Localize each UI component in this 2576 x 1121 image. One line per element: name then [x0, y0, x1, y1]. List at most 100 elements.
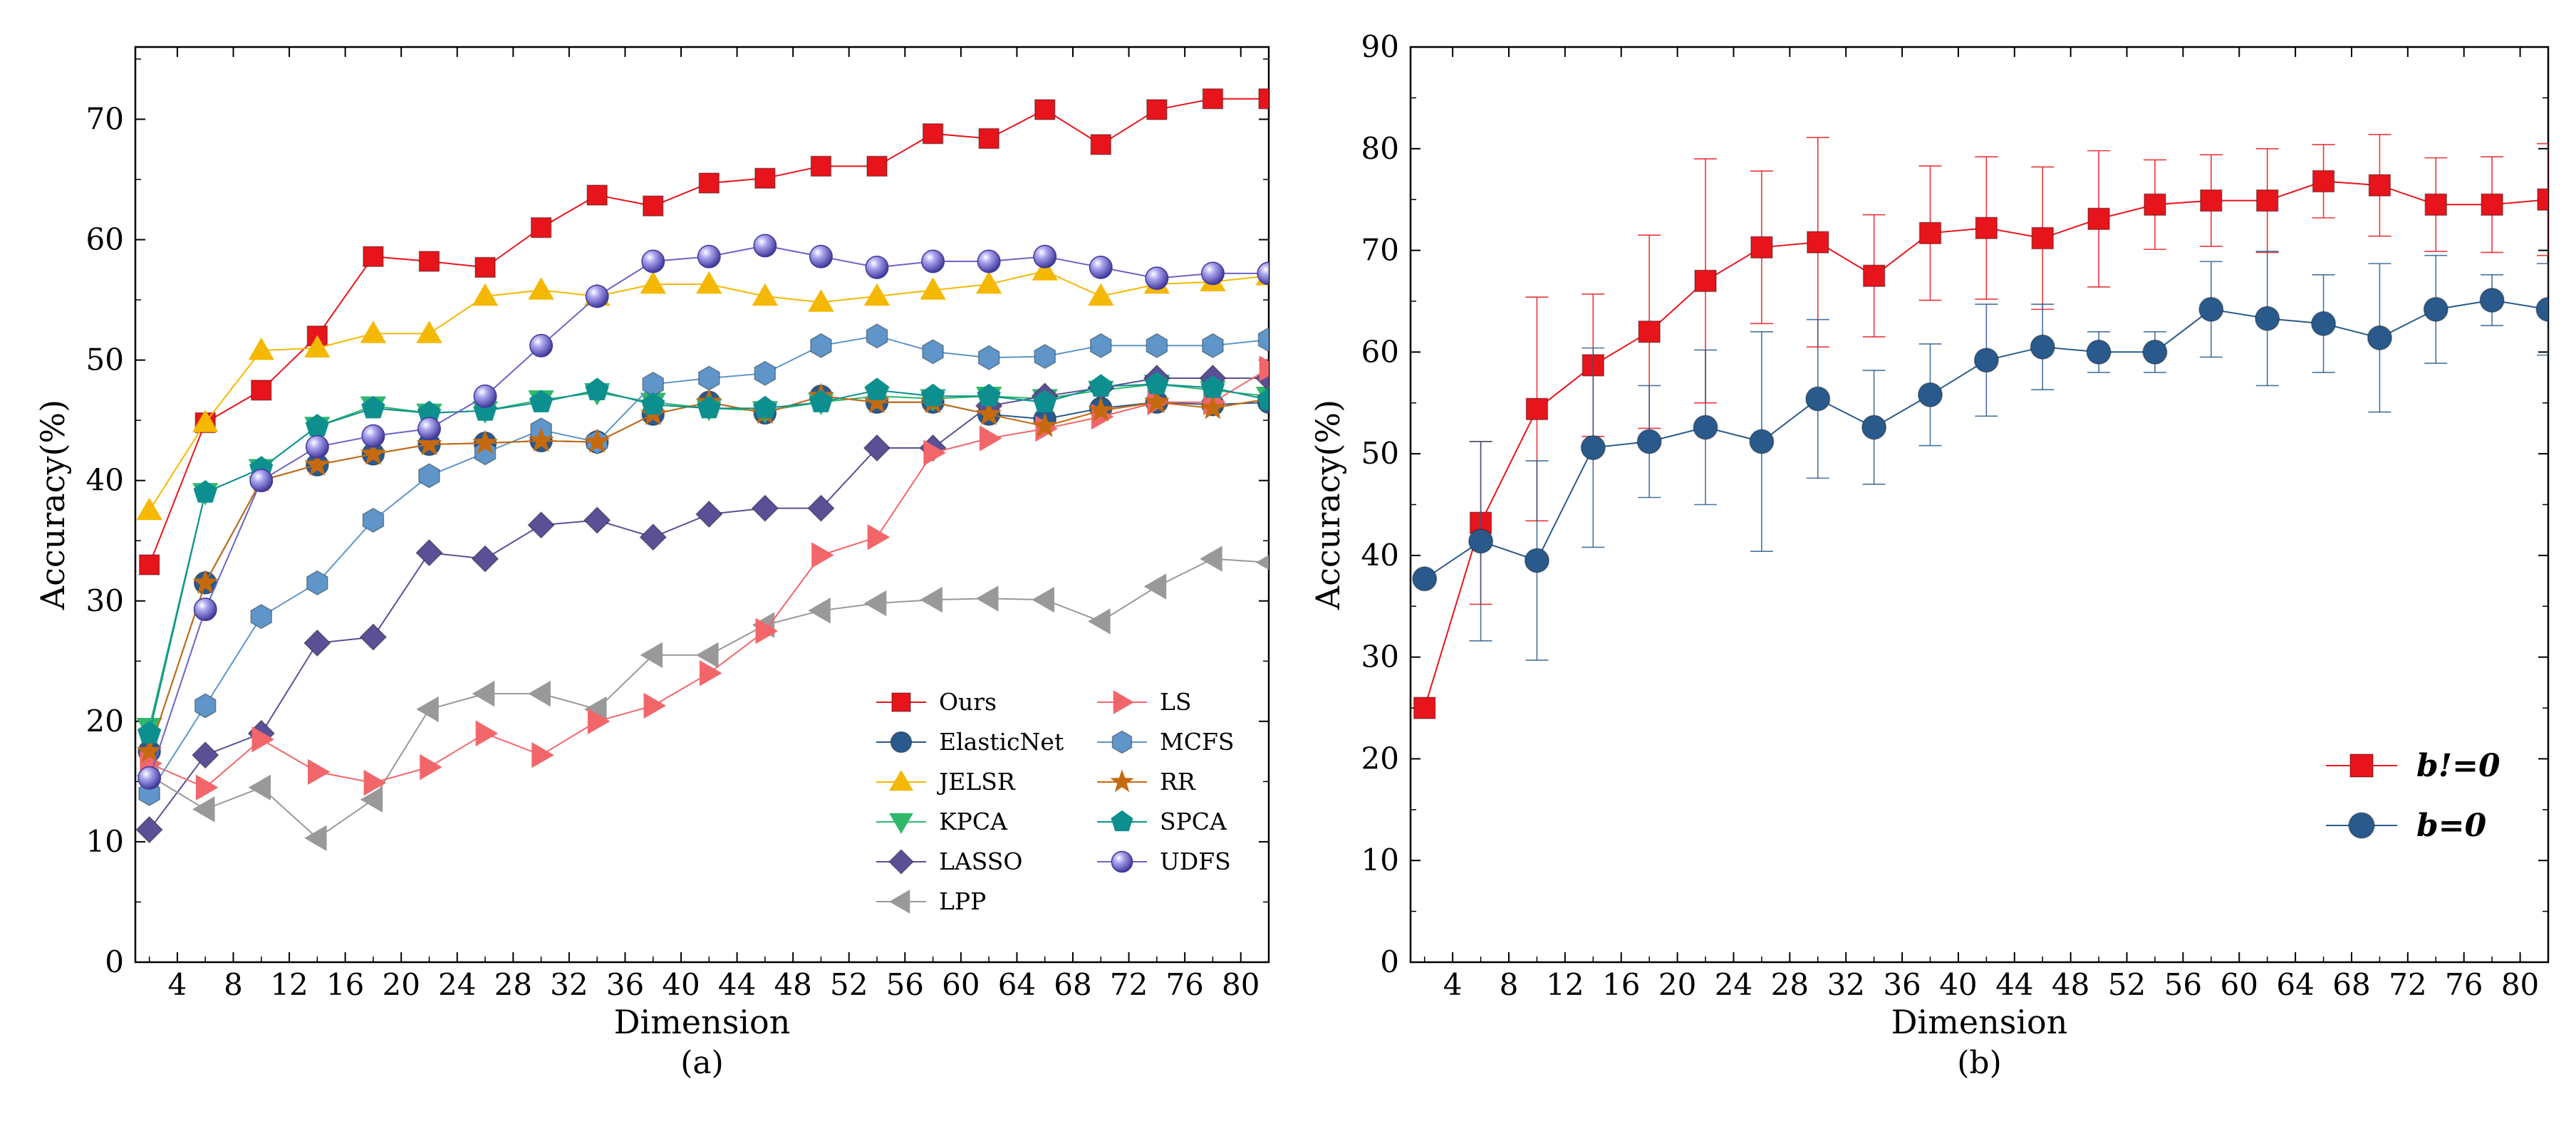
data-point	[360, 440, 386, 465]
data-point	[531, 742, 554, 768]
data-point	[1636, 429, 1662, 454]
data-point	[585, 377, 609, 400]
data-point	[420, 754, 442, 781]
data-point	[695, 500, 723, 528]
data-point	[867, 524, 890, 551]
x-tick-label: 40	[662, 967, 700, 1002]
y-tick-label: 10	[1361, 843, 1399, 877]
data-point	[921, 249, 945, 273]
x-tick-label: 64	[2276, 967, 2314, 1002]
data-point	[303, 629, 331, 657]
y-tick-label: 0	[105, 944, 124, 979]
data-point	[2537, 188, 2548, 211]
data-point	[754, 167, 776, 189]
data-point	[1258, 88, 1269, 110]
data-point	[2144, 193, 2166, 217]
data-point	[304, 335, 331, 358]
data-point	[808, 598, 831, 624]
data-point	[529, 333, 554, 358]
data-point	[1143, 388, 1170, 414]
legend-marker	[1111, 730, 1133, 754]
data-point	[922, 122, 944, 145]
data-point	[359, 623, 388, 651]
data-point	[863, 283, 890, 306]
data-point	[2479, 287, 2505, 313]
data-point	[473, 384, 497, 408]
data-point	[1033, 390, 1057, 412]
data-point	[2087, 207, 2110, 231]
data-point	[586, 184, 608, 206]
y-tick-label: 60	[1361, 334, 1399, 369]
legend-marker	[889, 770, 913, 791]
data-point	[751, 494, 779, 522]
data-point	[976, 400, 1002, 425]
data-point	[1146, 333, 1168, 358]
data-point	[193, 598, 217, 622]
data-point	[418, 463, 440, 489]
data-point	[250, 604, 273, 630]
data-point	[2200, 189, 2223, 212]
legend: Ours ElasticNet JELSR KPCA LASSO LPP LS MCFS RR S…	[876, 688, 1235, 915]
legend-marker	[889, 890, 910, 914]
legend-marker	[890, 731, 913, 754]
data-point	[1257, 387, 1269, 410]
data-point	[1975, 217, 1998, 239]
data-point	[138, 554, 160, 575]
data-point	[1200, 375, 1225, 398]
data-point	[584, 696, 607, 723]
data-point	[1145, 266, 1169, 291]
data-point	[2198, 296, 2224, 322]
x-tick-label: 32	[550, 967, 588, 1002]
data-point	[191, 741, 219, 769]
data-point	[1259, 355, 1269, 382]
data-point	[472, 283, 499, 306]
data-point	[2481, 193, 2503, 217]
data-point	[1918, 221, 1942, 245]
data-point	[643, 692, 666, 719]
x-tick-label: 56	[2164, 967, 2202, 1002]
x-tick-label: 8	[1500, 967, 1519, 1002]
x-tick-label: 12	[1546, 967, 1584, 1002]
legend-marker	[2348, 812, 2375, 839]
x-tick-label: 12	[270, 967, 308, 1002]
data-point	[137, 766, 162, 790]
data-point	[1033, 244, 1057, 268]
y-tick-label: 70	[86, 101, 124, 136]
data-point	[1805, 386, 1831, 412]
data-point	[475, 720, 499, 746]
data-point	[864, 388, 890, 414]
legend-label: RR	[1160, 768, 1196, 796]
data-point	[754, 360, 777, 386]
y-tick-label: 70	[1361, 233, 1399, 268]
x-tick-label: 20	[1658, 967, 1696, 1002]
data-point	[1861, 414, 1887, 440]
data-point	[2424, 193, 2448, 217]
legend-label: ElasticNet	[939, 728, 1064, 756]
data-point	[865, 377, 889, 400]
y-tick-label: 0	[1380, 944, 1399, 979]
x-tick-label: 16	[1602, 967, 1640, 1002]
legend-label: SPCA	[1160, 808, 1227, 835]
data-point	[922, 339, 944, 365]
data-point	[362, 507, 385, 533]
data-point	[698, 172, 720, 194]
data-point	[696, 271, 722, 294]
data-point	[415, 538, 443, 567]
legend-marker	[1113, 690, 1134, 714]
y-axis-label: Accuracy(%)	[33, 400, 72, 610]
data-point	[643, 195, 664, 217]
data-point	[305, 414, 329, 437]
data-point	[1088, 608, 1111, 635]
data-point	[193, 480, 217, 503]
legend-label: b=0	[2416, 808, 2487, 844]
data-point	[863, 590, 887, 617]
data-point	[417, 417, 441, 441]
data-point	[1034, 99, 1056, 120]
data-point	[1032, 412, 1058, 437]
data-point	[195, 774, 219, 801]
y-tick-label: 20	[1361, 741, 1399, 776]
data-point	[866, 155, 888, 177]
data-point	[192, 410, 219, 432]
